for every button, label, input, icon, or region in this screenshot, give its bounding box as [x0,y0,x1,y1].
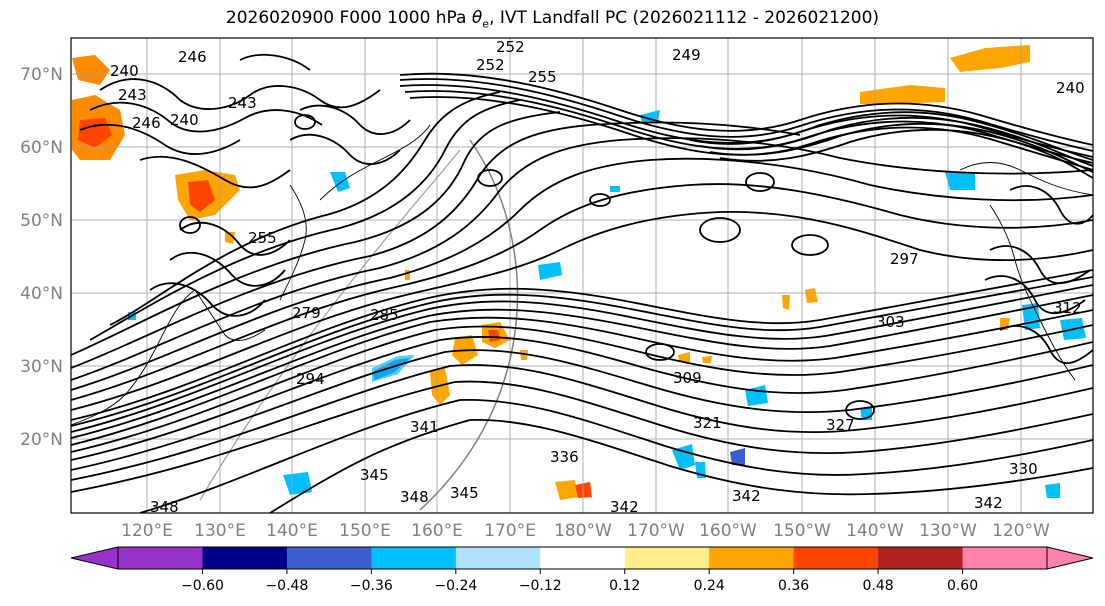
contour-label: 297 [890,250,919,268]
lat-label-70n: 70°N [20,65,63,85]
colorbar-segment [962,547,1048,569]
colorbar-over-triangle [1046,546,1094,570]
lon-label: 140°W [846,521,904,541]
contour-label: 303 [876,313,905,331]
colorbar-segment [878,547,964,569]
lat-label-60n: 60°N [20,138,63,158]
contour-label: 294 [296,370,325,388]
contour-label: 312 [1053,299,1082,317]
contour-label: 327 [826,416,855,434]
contour-labels: 246 252 249 255 240 243 240 246 243 252 … [110,38,1085,516]
colorbar-tick-label: 0.12 [609,578,640,594]
contour-label: 240 [1056,79,1085,97]
colorbar-tick-label: 0.48 [863,578,894,594]
contour-label: 341 [410,418,439,436]
lon-label: 130°E [194,521,246,541]
contour-label: 342 [974,494,1003,512]
lon-label: 120°W [992,521,1050,541]
contour-label: 348 [400,488,429,506]
contour-label: 342 [732,487,761,505]
colorbar-segment [118,547,203,569]
contour-label: 345 [450,484,479,502]
lon-label: 150°W [773,521,831,541]
contour-label: 240 [170,111,199,129]
colorbar-segment [371,547,457,569]
coastlines [71,124,1093,426]
lon-label: 160°E [411,521,463,541]
colorbar-under-triangle [70,546,119,570]
longitude-labels: 120°E 130°E 140°E 150°E 160°E 170°E 180°… [121,521,1050,541]
lon-label: 150°E [339,521,391,541]
contour-label: 279 [292,304,321,322]
title-suffix: , IVT Landfall PC (2026021112 - 20260212… [489,8,880,28]
contour-label: 348 [150,498,179,516]
lon-label: 120°E [121,521,173,541]
contour-label: 330 [1009,460,1038,478]
colorbar-tick-label: −0.60 [181,578,224,594]
theta-e-contours [71,53,1093,513]
title-subscript: e [482,17,490,31]
colorbar-segments [117,546,1048,570]
contour-label: 285 [370,306,399,324]
colorbar-segment [793,547,879,569]
contour-label: 243 [228,94,257,112]
colorbar-tick-label: −0.24 [434,578,477,594]
colorbar-segment [455,547,541,569]
lon-label: 160°W [699,521,757,541]
colorbar-tick-label: 0.24 [694,578,725,594]
lon-label: 140°E [266,521,318,541]
lon-label: 170°W [627,521,685,541]
lat-label-50n: 50°N [20,211,63,231]
contour-label: 243 [118,86,147,104]
contour-label: 240 [110,62,139,80]
lat-label-20n: 20°N [20,430,63,450]
contour-label: 246 [132,114,161,132]
colorbar-segment [540,547,626,569]
latitude-labels: 70°N 60°N 50°N 40°N 30°N 20°N [20,65,63,450]
colorbar-segment [202,547,288,569]
contour-label: 252 [476,56,505,74]
colorbar-segment [286,547,372,569]
contour-label: 321 [693,414,722,432]
colorbar-segment [709,547,795,569]
contour-label: 255 [248,229,277,247]
colorbar-ticks: −0.60 −0.48 −0.36 −0.24 −0.12 0.12 0.24 0.36 0.4… [181,569,978,594]
contour-label: 246 [178,48,207,66]
colorbar-segment [624,547,710,569]
map-frame [70,37,1094,514]
lon-label: 170°E [484,521,536,541]
contour-label: 249 [672,46,701,64]
colorbar-tick-label: 0.60 [947,578,978,594]
title-prefix: 2026020900 F000 1000 hPa [225,8,472,28]
contour-label: 342 [610,498,639,516]
title-theta-symbol: θ [471,8,483,28]
colorbar-tick-label: −0.36 [350,578,393,594]
colorbar: −0.60 −0.48 −0.36 −0.24 −0.12 0.12 0.24 0.36 0.4… [70,546,1094,594]
colorbar-tick-label: −0.12 [519,578,562,594]
contour-label: 255 [528,68,557,86]
contour-label: 336 [550,448,579,466]
lat-label-40n: 40°N [20,284,63,304]
contour-label: 252 [496,38,525,56]
chart-title: 2026020900 F000 1000 hPa θe, IVT Landfal… [0,8,1105,30]
lat-label-30n: 30°N [20,357,63,377]
colorbar-tick-label: 0.36 [778,578,809,594]
lon-label: 180°W [554,521,612,541]
reference-circle [419,139,519,511]
contour-label: 309 [673,369,702,387]
colorbar-tick-label: −0.48 [265,578,308,594]
lon-label: 130°W [919,521,977,541]
contour-label: 345 [360,466,389,484]
